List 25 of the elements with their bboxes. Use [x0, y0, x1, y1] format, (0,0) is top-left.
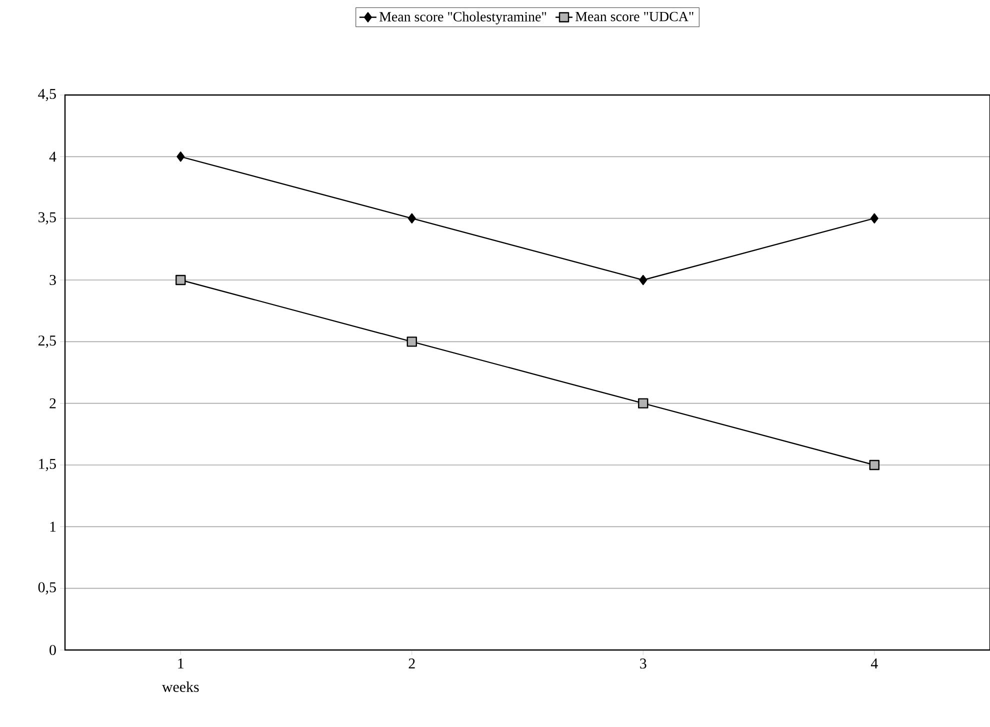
point [408, 213, 416, 224]
x-tick-label: 3 [640, 658, 646, 669]
point [870, 213, 878, 224]
legend-label: Mean score "UDCA" [576, 12, 694, 22]
legend-label: Mean score "Cholestyramine" [379, 12, 546, 24]
y-tick-label: 2,5 [38, 336, 56, 348]
y-tick-label: 3,5 [38, 212, 56, 224]
x-axis-title: weeks [162, 682, 199, 692]
point [638, 398, 648, 408]
point [869, 460, 880, 470]
point [406, 336, 417, 347]
y-tick-label: 1 [50, 522, 56, 532]
point [639, 274, 648, 286]
y-tick-label: 3 [50, 274, 56, 286]
y-tick-label: 0 [50, 644, 56, 656]
point [176, 152, 185, 162]
x-tick-label: 1 [178, 658, 184, 668]
y-tick-label: 4 [49, 152, 56, 162]
y-tick-label: 1,5 [39, 458, 56, 472]
y-tick-label: 2 [50, 398, 56, 408]
y-tick-label: 0,5 [38, 582, 56, 594]
point [176, 274, 186, 286]
x-tick-label: 4 [870, 658, 878, 668]
x-tick-label: 2 [408, 658, 415, 668]
y-tick-label: 4,5 [38, 88, 56, 102]
